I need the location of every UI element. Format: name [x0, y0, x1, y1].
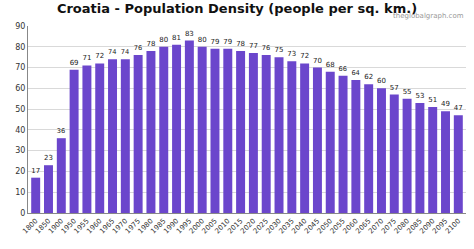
svg-text:36: 36	[57, 127, 65, 135]
svg-text:10: 10	[15, 188, 25, 197]
svg-text:1990: 1990	[162, 217, 180, 235]
svg-text:75: 75	[275, 46, 284, 54]
svg-text:73: 73	[287, 50, 296, 58]
svg-text:60: 60	[377, 77, 386, 85]
svg-text:1955: 1955	[73, 217, 91, 235]
svg-text:57: 57	[390, 84, 399, 92]
svg-text:60: 60	[15, 84, 25, 93]
svg-text:40: 40	[15, 126, 25, 135]
svg-text:76: 76	[134, 44, 142, 52]
svg-text:71: 71	[82, 54, 91, 62]
svg-text:76: 76	[262, 44, 270, 52]
svg-text:78: 78	[236, 40, 245, 48]
svg-text:2080: 2080	[393, 217, 411, 235]
svg-text:72: 72	[300, 52, 309, 60]
svg-text:theglobalgraph.com: theglobalgraph.com	[393, 12, 464, 20]
svg-text:2015: 2015	[226, 217, 244, 235]
svg-text:62: 62	[364, 73, 373, 81]
svg-text:17: 17	[31, 167, 40, 175]
svg-text:1950: 1950	[60, 217, 78, 235]
svg-text:2020: 2020	[239, 217, 257, 235]
svg-text:2050: 2050	[316, 217, 334, 235]
svg-text:30: 30	[15, 146, 25, 155]
svg-text:1800: 1800	[21, 217, 39, 235]
svg-text:0: 0	[20, 209, 25, 218]
svg-text:79: 79	[223, 38, 232, 46]
svg-text:1975: 1975	[124, 217, 142, 235]
svg-text:1995: 1995	[175, 217, 193, 235]
svg-text:53: 53	[415, 92, 424, 100]
svg-text:74: 74	[108, 48, 116, 56]
svg-text:80: 80	[15, 43, 25, 52]
svg-text:1965: 1965	[98, 217, 116, 235]
svg-text:81: 81	[172, 34, 181, 42]
svg-text:20: 20	[15, 167, 25, 176]
svg-text:2075: 2075	[380, 217, 398, 235]
svg-text:2010: 2010	[213, 217, 231, 235]
svg-text:1960: 1960	[85, 217, 103, 235]
svg-text:23: 23	[44, 154, 53, 162]
svg-text:49: 49	[441, 100, 450, 108]
svg-text:80: 80	[198, 36, 207, 44]
svg-text:2040: 2040	[290, 217, 308, 235]
svg-text:1900: 1900	[47, 217, 65, 235]
svg-text:2035: 2035	[277, 217, 295, 235]
svg-text:2060: 2060	[341, 217, 359, 235]
svg-text:Croatia - Population Density (: Croatia - Population Density (people per…	[57, 1, 417, 16]
svg-text:77: 77	[249, 42, 258, 50]
svg-text:1850: 1850	[34, 217, 52, 235]
svg-text:55: 55	[403, 88, 412, 96]
svg-text:70: 70	[15, 63, 25, 72]
svg-text:69: 69	[70, 59, 79, 67]
svg-text:2055: 2055	[329, 217, 347, 235]
svg-text:1970: 1970	[111, 217, 129, 235]
svg-text:47: 47	[454, 104, 463, 112]
svg-text:2045: 2045	[303, 217, 321, 235]
svg-text:78: 78	[146, 40, 155, 48]
svg-text:2100: 2100	[444, 217, 462, 235]
svg-text:90: 90	[15, 22, 25, 31]
svg-text:2065: 2065	[354, 217, 372, 235]
svg-text:83: 83	[185, 30, 194, 38]
svg-text:1980: 1980	[137, 217, 155, 235]
svg-text:2085: 2085	[406, 217, 424, 235]
svg-text:2005: 2005	[201, 217, 219, 235]
svg-text:79: 79	[211, 38, 220, 46]
svg-text:2000: 2000	[188, 217, 206, 235]
svg-text:72: 72	[95, 52, 104, 60]
svg-text:50: 50	[15, 105, 25, 114]
svg-text:2070: 2070	[367, 217, 385, 235]
svg-text:80: 80	[159, 36, 168, 44]
svg-text:70: 70	[313, 57, 322, 65]
svg-text:66: 66	[339, 65, 347, 73]
svg-text:2095: 2095	[431, 217, 449, 235]
svg-text:68: 68	[326, 61, 335, 69]
svg-text:2090: 2090	[418, 217, 436, 235]
svg-text:64: 64	[351, 69, 359, 77]
svg-text:1985: 1985	[149, 217, 167, 235]
svg-text:74: 74	[121, 48, 129, 56]
svg-text:2030: 2030	[265, 217, 283, 235]
svg-text:2025: 2025	[252, 217, 270, 235]
svg-text:51: 51	[428, 96, 437, 104]
